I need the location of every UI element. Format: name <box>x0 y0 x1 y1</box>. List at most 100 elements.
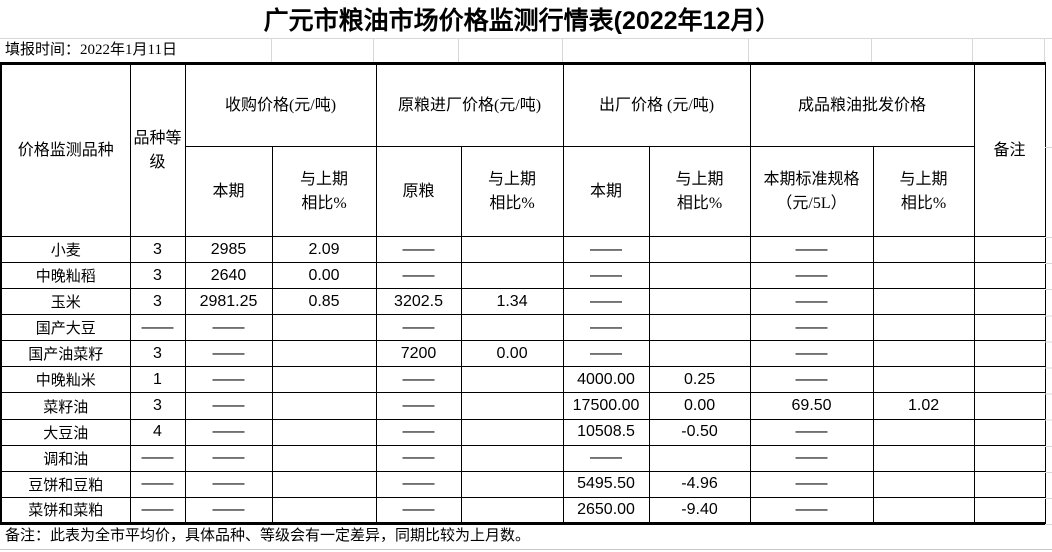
excel-gridline <box>748 39 749 62</box>
cell-remark <box>973 235 1046 264</box>
cell-remark <box>973 262 1046 290</box>
cell-product-name: 国产油菜籽 <box>0 340 131 368</box>
excel-gridline-strip <box>1045 238 1052 525</box>
cell-wholesale-change <box>872 235 975 264</box>
cell-product-name: 大豆油 <box>0 418 131 446</box>
table-row: 小麦 3 2985 2.09 —— —— —— <box>0 235 1046 264</box>
cell-factory-change <box>648 444 751 472</box>
cell-product-name: 玉米 <box>0 288 131 316</box>
cell-factory-current: —— <box>562 444 650 472</box>
cell-remark <box>973 418 1046 446</box>
table-row: 玉米 3 2981.25 0.85 3202.5 1.34 —— —— <box>0 288 1046 316</box>
cell-factory-current: —— <box>562 288 650 316</box>
excel-gridline <box>458 39 459 62</box>
cell-factory-current: 10508.5 <box>562 418 650 446</box>
cell-raw-grain: —— <box>375 235 462 264</box>
cell-raw-grain: —— <box>375 496 462 525</box>
cell-factory-current: 17500.00 <box>562 392 650 420</box>
cell-raw-grain-change: 1.34 <box>460 288 564 316</box>
cell-product-name: 菜籽油 <box>0 392 131 420</box>
cell-purchase-current: 2640 <box>184 262 273 290</box>
header-exfactory-current: 本期 <box>562 146 650 237</box>
cell-purchase-current: —— <box>184 314 273 342</box>
cell-product-name: 调和油 <box>0 444 131 472</box>
cell-raw-grain-change: 0.00 <box>460 340 564 368</box>
cell-remark <box>973 470 1046 498</box>
cell-purchase-change <box>271 418 377 446</box>
header-wholesale-group: 成品粮油批发价格 <box>749 63 975 147</box>
cell-purchase-change <box>271 470 377 498</box>
cell-raw-grain: —— <box>375 418 462 446</box>
cell-remark <box>973 392 1046 420</box>
header-purchase-change: 与上期 相比% <box>271 146 377 237</box>
cell-raw-grain: 3202.5 <box>375 288 462 316</box>
table-row: 国产大豆 —— —— —— —— —— <box>0 314 1046 342</box>
cell-grade: 3 <box>129 288 186 316</box>
cell-factory-current: 4000.00 <box>562 366 650 394</box>
table-row: 国产油菜籽 3 —— 7200 0.00 —— —— <box>0 340 1046 368</box>
table-row: 菜籽油 3 —— —— 17500.00 0.00 69.50 1.02 <box>0 392 1046 420</box>
cell-wholesale-spec: —— <box>749 262 874 290</box>
cell-raw-grain: —— <box>375 392 462 420</box>
cell-purchase-current: 2981.25 <box>184 288 273 316</box>
cell-product-name: 中晚籼稻 <box>0 262 131 290</box>
cell-wholesale-spec: —— <box>749 288 874 316</box>
cell-grade: 3 <box>129 392 186 420</box>
cell-factory-change <box>648 288 751 316</box>
cell-factory-current: 2650.00 <box>562 496 650 525</box>
cell-wholesale-change <box>872 288 975 316</box>
cell-factory-current: 5495.50 <box>562 470 650 498</box>
cell-factory-change: -4.96 <box>648 470 751 498</box>
cell-wholesale-spec: —— <box>749 340 874 368</box>
header-wholesale-spec: 本期标准规格 （元/5L） <box>749 146 874 237</box>
cell-purchase-current: —— <box>184 418 273 446</box>
excel-gridline <box>1045 147 1052 148</box>
cell-grade: —— <box>129 314 186 342</box>
header-purchase-group: 收购价格(元/吨) <box>184 63 377 147</box>
cell-grade: —— <box>129 470 186 498</box>
cell-wholesale-change <box>872 470 975 498</box>
cell-factory-current: —— <box>562 314 650 342</box>
cell-purchase-current: —— <box>184 444 273 472</box>
cell-grade: 3 <box>129 340 186 368</box>
cell-remark <box>973 496 1046 525</box>
cell-remark <box>973 444 1046 472</box>
cell-grade: 3 <box>129 262 186 290</box>
footer-note: 备注：此表为全市平均价，具体品种、等级会有一定差异，同期比较为上月数。 <box>0 525 1052 550</box>
cell-factory-current: —— <box>562 235 650 264</box>
table-body: 小麦 3 2985 2.09 —— —— —— 中晚籼稻 3 2640 0.00… <box>0 235 1046 525</box>
cell-wholesale-spec: —— <box>749 418 874 446</box>
cell-wholesale-spec: —— <box>749 314 874 342</box>
cell-wholesale-change <box>872 340 975 368</box>
cell-purchase-current: —— <box>184 496 273 525</box>
cell-wholesale-change <box>872 444 975 472</box>
cell-purchase-change: 0.00 <box>271 262 377 290</box>
cell-product-name: 国产大豆 <box>0 314 131 342</box>
cell-raw-grain: —— <box>375 470 462 498</box>
header-purchase-current: 本期 <box>184 146 273 237</box>
header-product: 价格监测品种 <box>0 63 131 237</box>
header-remark: 备注 <box>973 63 1046 237</box>
cell-wholesale-change <box>872 262 975 290</box>
cell-purchase-current: —— <box>184 392 273 420</box>
excel-gridline <box>972 39 973 62</box>
cell-remark <box>973 314 1046 342</box>
cell-purchase-change <box>271 444 377 472</box>
cell-product-name: 菜饼和菜粕 <box>0 496 131 525</box>
cell-grade: 3 <box>129 235 186 264</box>
header-row-groups: 价格监测品种 品种等 级 收购价格(元/吨) 原粮进厂价格(元/吨) 出厂价格 … <box>0 63 1046 237</box>
table-row: 中晚籼稻 3 2640 0.00 —— —— —— <box>0 262 1046 290</box>
cell-remark <box>973 288 1046 316</box>
cell-wholesale-change <box>872 314 975 342</box>
cell-raw-grain: 7200 <box>375 340 462 368</box>
header-rawgrain-group: 原粮进厂价格(元/吨) <box>375 63 564 147</box>
cell-product-name: 中晚籼米 <box>0 366 131 394</box>
cell-wholesale-spec: —— <box>749 496 874 525</box>
page-title: 广元市粮油市场价格监测行情表(2022年12月） <box>263 7 781 35</box>
cell-grade: 4 <box>129 418 186 446</box>
header-rawgrain-current: 原粮 <box>375 146 462 237</box>
cell-grade: —— <box>129 444 186 472</box>
cell-remark <box>973 340 1046 368</box>
table-row: 豆饼和豆粕 —— —— —— 5495.50 -4.96 —— <box>0 470 1046 498</box>
